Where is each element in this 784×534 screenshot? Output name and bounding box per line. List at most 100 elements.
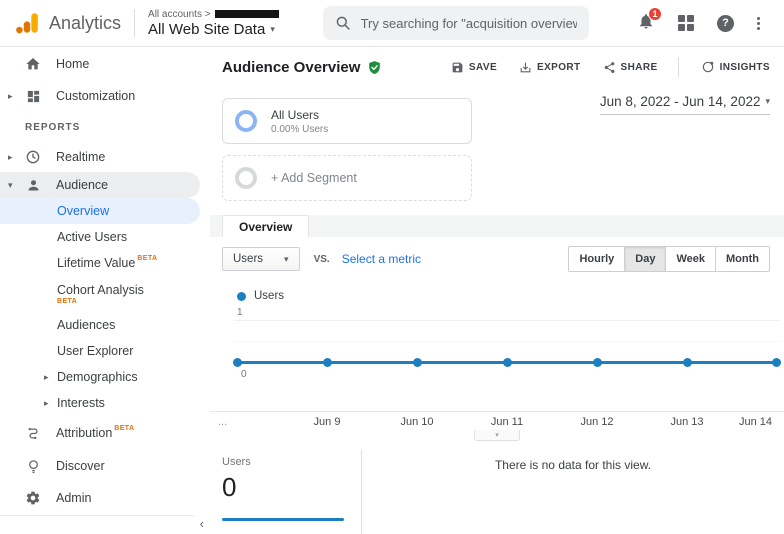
empty-state-message: There is no data for this view. — [494, 458, 652, 472]
person-icon — [24, 178, 42, 193]
notification-badge: 1 — [648, 6, 662, 21]
chevron-right-icon: ▸ — [8, 151, 13, 162]
segment-circle-icon — [235, 110, 257, 132]
tab-strip: Overview — [210, 215, 784, 237]
sidebar-item-audience[interactable]: ▾ Audience — [0, 172, 200, 198]
chart-legend: Users — [210, 280, 784, 302]
sidebar-item-cohort-analysis[interactable]: Cohort Analysis BETA — [57, 283, 144, 305]
x-axis-tick: Jun 14 — [738, 416, 772, 428]
chevron-down-icon: ▾ — [8, 179, 13, 190]
insights-icon — [702, 61, 713, 73]
segment-circle-icon — [235, 167, 257, 189]
chevron-right-icon: ▸ — [44, 371, 49, 382]
granularity-toggle: Hourly Day Week Month — [568, 246, 770, 272]
x-axis-tick: Jun 9 — [313, 416, 341, 428]
granularity-day[interactable]: Day — [624, 247, 666, 271]
clock-icon — [24, 149, 42, 165]
search-bar[interactable] — [322, 6, 589, 40]
data-point[interactable] — [772, 358, 781, 367]
sidebar-item-realtime[interactable]: ▸ Realtime — [8, 149, 106, 165]
legend-dot-icon — [237, 291, 246, 301]
overflow-menu-icon[interactable] — [757, 16, 760, 30]
sidebar-item-attribution[interactable]: Attribution BETA — [0, 416, 210, 450]
chevron-down-icon: ▾ — [765, 96, 770, 106]
x-axis-tick: Jun 12 — [580, 416, 614, 428]
search-input[interactable] — [360, 15, 577, 31]
share-button[interactable]: SHARE — [603, 61, 658, 74]
reports-section-label: REPORTS — [25, 121, 81, 133]
granularity-hourly[interactable]: Hourly — [569, 247, 625, 271]
sidebar-item-audiences[interactable]: Audiences — [57, 318, 116, 332]
sidebar-item-user-explorer[interactable]: User Explorer — [57, 344, 134, 358]
x-axis-tick: ... — [218, 416, 228, 428]
sidebar-item-home[interactable]: Home — [0, 48, 210, 80]
select-metric-link[interactable]: Select a metric — [341, 252, 422, 266]
divider — [677, 57, 679, 77]
save-icon — [452, 62, 463, 72]
gridline — [234, 341, 780, 342]
insights-button[interactable]: INSIGHTS — [701, 60, 770, 74]
data-point[interactable] — [503, 358, 512, 367]
segment-title: All Users — [271, 107, 320, 122]
metric-label: Users — [222, 456, 251, 468]
main-content: Audience Overview SAVE EXPORT — [210, 48, 784, 534]
date-range-picker[interactable]: Jun 8, 2022 - Jun 14, 2022 ▾ — [599, 94, 770, 115]
chevron-right-icon: ▸ — [8, 90, 13, 101]
brand-name: Analytics — [49, 12, 122, 33]
sidebar-item-demographics[interactable]: ▸ Demographics — [44, 370, 138, 384]
vs-label: vs. — [313, 253, 330, 265]
help-icon[interactable]: ? — [717, 14, 734, 32]
sparkline — [222, 518, 344, 521]
sidebar-nav: Home ▸ Customization REPORTS ▸ Realtime … — [0, 48, 210, 531]
sidebar-item-admin[interactable]: Admin — [0, 482, 210, 514]
data-point[interactable] — [683, 358, 692, 367]
sidebar-item-interests[interactable]: ▸ Interests — [44, 396, 105, 410]
sidebar-item-lifetime-value[interactable]: Lifetime Value BETA — [57, 254, 158, 271]
data-point[interactable] — [593, 358, 602, 367]
sidebar-item-discover[interactable]: Discover — [0, 450, 210, 482]
notifications-button[interactable]: 1 — [637, 6, 662, 35]
attribution-icon — [24, 426, 42, 441]
tab-overview[interactable]: Overview — [222, 215, 310, 237]
x-axis-tick: Jun 13 — [670, 416, 704, 428]
data-point[interactable] — [323, 358, 332, 367]
sidebar-item-customization[interactable]: ▸ Customization — [8, 89, 136, 104]
home-icon — [24, 56, 42, 72]
top-app-bar: Analytics All accounts > All Web Site Da… — [0, 0, 784, 47]
collapse-sidebar-icon[interactable]: ‹ — [199, 516, 204, 531]
granularity-week[interactable]: Week — [665, 247, 716, 271]
metric-selector-dropdown[interactable]: Users ▾ — [222, 247, 300, 271]
beta-badge: BETA — [114, 424, 135, 432]
add-segment-button[interactable]: + Add Segment — [222, 155, 472, 201]
y-axis-tick: 0 — [241, 369, 247, 380]
segment-all-users[interactable]: All Users 0.00% Users — [222, 98, 472, 144]
verified-badge-icon — [367, 60, 382, 75]
download-icon — [520, 62, 531, 72]
page-title: Audience Overview — [222, 58, 361, 76]
metric-value: 0 — [222, 472, 237, 502]
chevron-down-icon: ▾ — [270, 23, 275, 34]
sidebar-item-active-users[interactable]: Active Users — [57, 230, 128, 244]
y-axis-tick: 1 — [237, 307, 243, 318]
account-switcher[interactable]: All accounts > All Web Site Data ▾ — [148, 9, 279, 38]
analytics-logo-icon[interactable] — [14, 10, 40, 36]
beta-badge: BETA — [137, 254, 158, 262]
property-name: All Web Site Data — [148, 20, 266, 38]
share-icon — [604, 61, 614, 73]
x-axis: ... Jun 9 Jun 10 Jun 11 Jun 12 Jun 13 Ju… — [210, 412, 784, 429]
search-icon — [336, 16, 350, 30]
export-button[interactable]: EXPORT — [519, 61, 581, 74]
redacted-account-name — [214, 10, 279, 18]
sidebar-item-overview[interactable]: Overview — [0, 198, 200, 224]
apps-grid-icon[interactable] — [678, 15, 694, 31]
users-summary-card[interactable]: Users 0 — [210, 450, 362, 534]
customization-icon — [24, 89, 42, 104]
x-axis-tick: Jun 10 — [400, 416, 434, 428]
granularity-month[interactable]: Month — [715, 247, 769, 271]
lightbulb-icon — [24, 459, 42, 474]
data-point[interactable] — [413, 358, 422, 367]
chevron-right-icon: ▸ — [44, 397, 49, 408]
data-point[interactable] — [233, 358, 242, 367]
chart-collapse-handle[interactable]: ▾ — [474, 430, 520, 441]
save-button[interactable]: SAVE — [451, 61, 497, 74]
